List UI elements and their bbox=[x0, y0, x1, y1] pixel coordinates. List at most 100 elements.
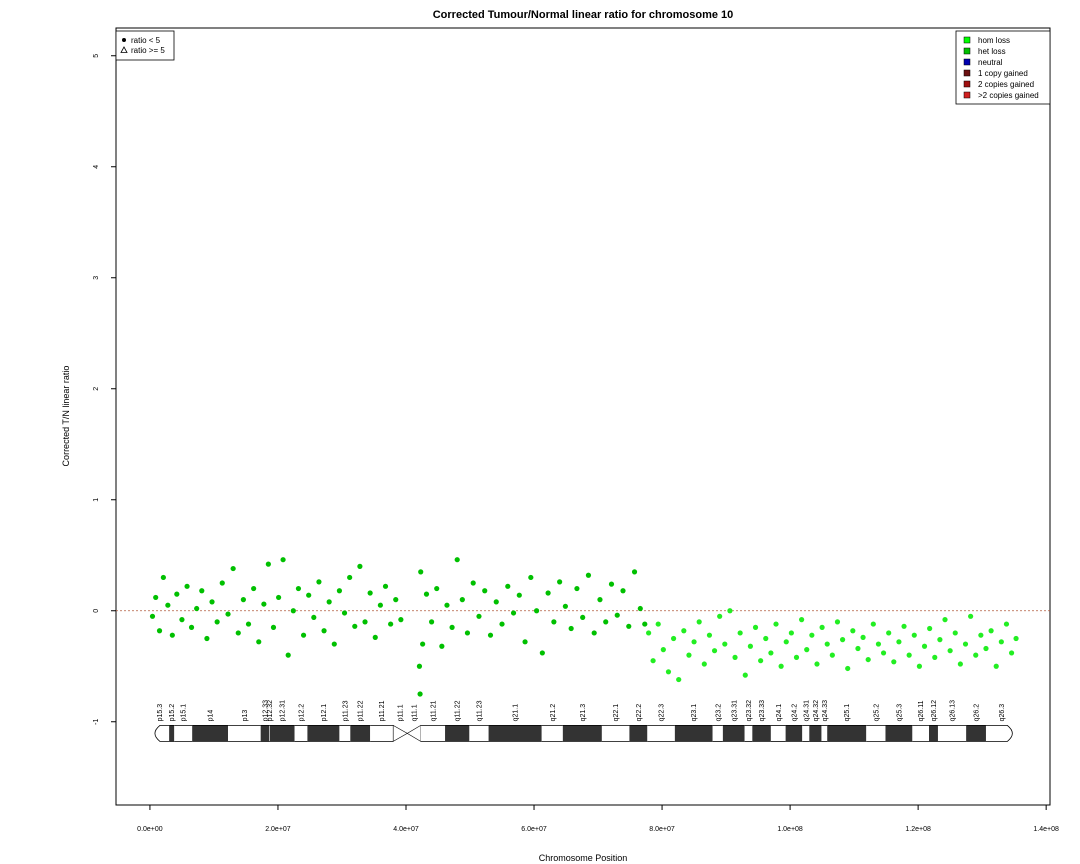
data-point bbox=[493, 599, 499, 605]
data-point bbox=[650, 658, 656, 664]
band bbox=[154, 725, 170, 742]
data-point bbox=[539, 650, 545, 656]
data-point bbox=[1008, 650, 1015, 656]
band-label: q26.12 bbox=[931, 700, 938, 722]
data-point bbox=[417, 691, 423, 697]
data-point bbox=[533, 608, 540, 614]
data-point bbox=[174, 591, 180, 597]
data-point bbox=[701, 661, 707, 667]
band-label: p12.33 bbox=[262, 700, 269, 722]
data-point bbox=[711, 648, 718, 654]
data-point bbox=[717, 613, 723, 619]
band bbox=[420, 725, 446, 742]
band-label: q11.23 bbox=[476, 700, 483, 721]
band bbox=[985, 725, 1013, 742]
data-point bbox=[834, 619, 841, 625]
data-point bbox=[230, 565, 236, 572]
data-point bbox=[983, 645, 989, 652]
data-point bbox=[270, 624, 277, 631]
band bbox=[674, 725, 713, 742]
band bbox=[802, 725, 810, 742]
data-point bbox=[1013, 635, 1019, 642]
data-point bbox=[804, 647, 810, 653]
centromere bbox=[392, 724, 408, 742]
legend-swatch bbox=[963, 80, 971, 88]
data-point bbox=[179, 617, 185, 623]
y-tick-label: 2 bbox=[93, 387, 100, 391]
data-point bbox=[528, 574, 534, 581]
data-point bbox=[642, 621, 648, 627]
data-point bbox=[681, 628, 687, 634]
legend-swatch bbox=[963, 58, 971, 66]
band-label: q11.21 bbox=[430, 700, 437, 721]
data-point bbox=[316, 579, 322, 585]
data-point bbox=[1003, 621, 1010, 627]
band-label: p14 bbox=[208, 710, 215, 722]
data-point bbox=[499, 621, 505, 627]
data-point bbox=[916, 663, 923, 669]
data-point bbox=[952, 630, 958, 636]
data-point bbox=[957, 661, 963, 667]
data-point bbox=[783, 639, 789, 645]
x-tick-label: 4.0e+07 bbox=[393, 826, 419, 833]
data-point bbox=[932, 654, 938, 660]
data-point bbox=[439, 643, 445, 649]
band-label: q24.1 bbox=[776, 704, 783, 722]
band bbox=[174, 725, 193, 742]
data-point bbox=[169, 632, 175, 638]
x-tick-label: 1.2e+08 bbox=[905, 826, 931, 833]
band bbox=[770, 725, 786, 742]
legend-swatch bbox=[963, 91, 971, 99]
data-point bbox=[722, 641, 728, 647]
data-point bbox=[464, 630, 471, 636]
data-point bbox=[870, 621, 876, 627]
data-point bbox=[747, 643, 754, 649]
data-point bbox=[290, 608, 296, 614]
legend-label: 2 copies gained bbox=[978, 80, 1034, 89]
band bbox=[937, 725, 967, 742]
data-point bbox=[993, 663, 999, 669]
plot-frame bbox=[115, 27, 1051, 806]
data-point bbox=[184, 583, 190, 589]
x-tick-label: 1.0e+08 bbox=[777, 826, 803, 833]
band-label: q23.1 bbox=[691, 704, 698, 722]
band bbox=[752, 725, 771, 742]
band bbox=[722, 725, 745, 742]
x-tick-label: 0.0e+00 bbox=[137, 826, 163, 833]
band bbox=[294, 725, 308, 742]
data-point bbox=[865, 656, 871, 663]
data-point bbox=[937, 637, 943, 643]
data-point bbox=[225, 611, 231, 617]
band-label: q23.32 bbox=[746, 700, 753, 722]
band bbox=[827, 725, 867, 742]
data-point bbox=[845, 665, 851, 672]
data-point bbox=[516, 592, 522, 598]
data-point bbox=[942, 617, 948, 623]
x-tick-label: 8.0e+07 bbox=[649, 826, 675, 833]
band-label: q23.2 bbox=[715, 704, 722, 722]
data-point bbox=[773, 621, 779, 627]
band-label: q21.1 bbox=[513, 704, 520, 722]
data-point bbox=[341, 610, 348, 616]
data-point bbox=[829, 652, 835, 658]
band-label: q11.22 bbox=[455, 700, 462, 721]
legend-symbol bbox=[120, 46, 128, 53]
band-label: q25.1 bbox=[844, 704, 851, 722]
data-point bbox=[557, 579, 563, 585]
data-point bbox=[377, 602, 383, 608]
band-label: q26.2 bbox=[974, 704, 981, 722]
data-point bbox=[696, 619, 702, 625]
data-point bbox=[646, 630, 652, 636]
legend-label: ratio >= 5 bbox=[131, 46, 165, 55]
data-point bbox=[637, 605, 643, 612]
data-point bbox=[778, 663, 784, 669]
data-point bbox=[214, 619, 220, 625]
data-point bbox=[896, 639, 902, 645]
data-point bbox=[921, 643, 928, 649]
data-point bbox=[321, 628, 327, 634]
data-point bbox=[580, 614, 586, 621]
data-point bbox=[752, 624, 759, 631]
band-label: q24.31 bbox=[803, 700, 810, 722]
x-axis-label: Chromosome Position bbox=[539, 853, 628, 863]
band-label: q26.3 bbox=[999, 704, 1006, 722]
